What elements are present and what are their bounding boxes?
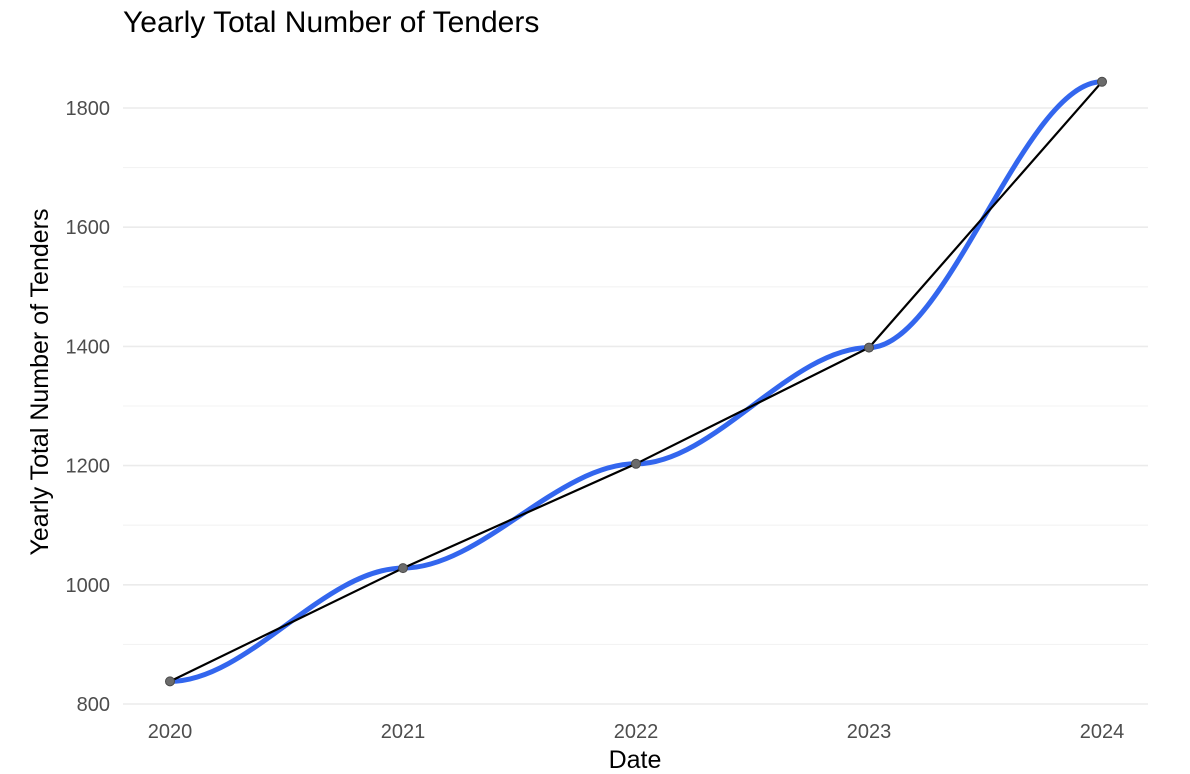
x-tick-label: 2021	[381, 721, 426, 743]
data-point	[631, 458, 641, 469]
data-point	[165, 676, 175, 687]
x-axis: 2020 2021 2022 2023 2024	[148, 721, 1125, 743]
y-tick-label: 1400	[66, 336, 111, 358]
data-points	[165, 76, 1107, 687]
y-tick-label: 1800	[66, 98, 111, 120]
data-point	[1097, 76, 1107, 87]
x-axis-title: Date	[609, 746, 662, 774]
x-tick-label: 2022	[614, 721, 659, 743]
x-tick-label: 2020	[148, 721, 193, 743]
y-axis: 800 1000 1200 1400 1600 1800	[66, 98, 111, 716]
chart-title: Yearly Total Number of Tenders	[123, 6, 539, 39]
smooth-trend-line	[167, 79, 1105, 684]
y-tick-label: 1000	[66, 575, 111, 597]
data-point	[398, 563, 408, 574]
data-line	[169, 81, 1103, 683]
y-tick-label: 1600	[66, 217, 111, 239]
data-point	[864, 342, 874, 353]
x-tick-label: 2024	[1080, 721, 1125, 743]
y-axis-title: Yearly Total Number of Tenders	[26, 209, 54, 556]
x-tick-label: 2023	[847, 721, 892, 743]
y-tick-label: 800	[77, 694, 110, 716]
y-tick-label: 1200	[66, 456, 111, 478]
